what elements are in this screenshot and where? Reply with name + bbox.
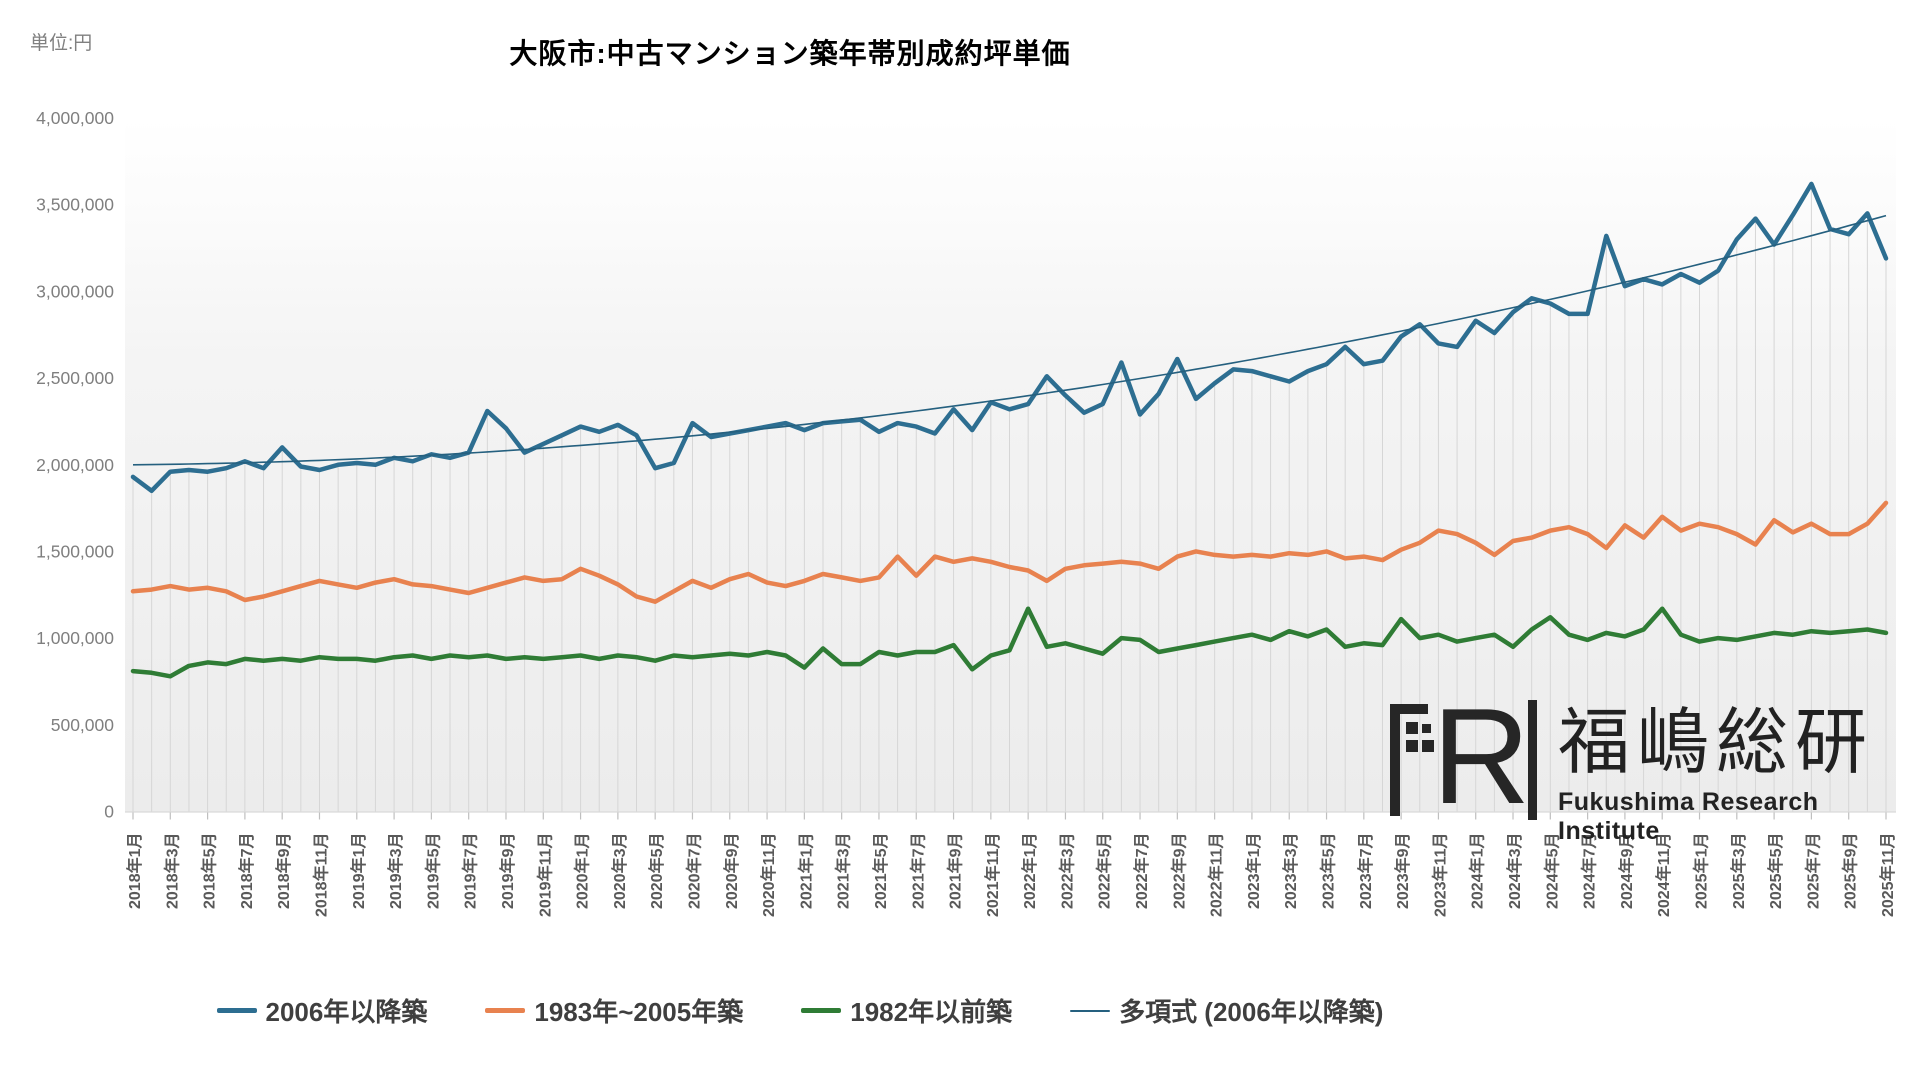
legend: 2006年以降築 1983年~2005年築 1982年以前築 多項式 (2006… (0, 992, 1600, 1029)
legend-item-trend: 多項式 (2006年以降築) (1070, 992, 1383, 1029)
x-axis-tick-label: 2020年9月 (722, 833, 741, 910)
x-axis-tick-label: 2022年11月 (1207, 833, 1226, 918)
x-axis-tick-label: 2024年3月 (1505, 833, 1524, 910)
x-axis-tick-label: 2022年1月 (1020, 833, 1039, 910)
series-line-pre-1982 (130, 606, 1889, 679)
legend-item-1983-2005: 1983年~2005年築 (485, 992, 743, 1029)
legend-line-swatch-trend (1070, 1009, 1111, 1012)
x-axis-tick-label: 2025年9月 (1841, 833, 1860, 910)
x-axis-tick-label: 2021年5月 (871, 833, 890, 910)
x-axis-tick-label: 2018年3月 (162, 833, 181, 910)
x-axis-tick-label: 2019年9月 (498, 833, 517, 910)
x-axis-tick-label: 2024年5月 (1542, 833, 1561, 910)
x-axis-tick-label: 2020年7月 (684, 833, 703, 910)
x-axis-tick-label: 2023年5月 (1319, 833, 1338, 910)
fri-logo-text: 福嶋総研 Fukushima Research Institute (1558, 698, 1920, 846)
x-axis-tick-label: 2018年7月 (237, 833, 256, 910)
x-axis-tick-label: 2019年1月 (349, 833, 368, 910)
x-axis-tick-label: 2019年5月 (423, 833, 442, 910)
x-axis-tick-label: 2019年7月 (461, 833, 480, 910)
fri-logo-name-en: Fukushima Research Institute (1558, 788, 1819, 845)
x-axis-tick-label: 2020年5月 (647, 833, 666, 910)
x-axis-tick-label: 2019年11月 (535, 833, 554, 918)
fri-logo-mark: R (1388, 680, 1540, 832)
y-axis-tick-label: 0 (104, 802, 114, 822)
series-line-1983-2005 (130, 500, 1889, 604)
x-axis-tick-label: 2021年1月 (796, 833, 815, 910)
y-axis-tick-label: 3,500,000 (36, 195, 114, 215)
x-axis-tick-label: 2025年1月 (1692, 833, 1711, 910)
y-axis-tick-label: 500,000 (51, 715, 115, 735)
x-axis-tick-label: 2024年7月 (1580, 833, 1599, 910)
legend-item-2006-later: 2006年以降築 (216, 992, 428, 1029)
x-axis-tick-label: 2022年5月 (1095, 833, 1114, 910)
legend-label: 多項式 (2006年以降築) (1119, 997, 1384, 1027)
y-axis-labels: 0 500,000 1,000,000 1,500,000 2,000,000 2,500… (36, 108, 114, 822)
legend-label: 1982年以前築 (850, 997, 1013, 1027)
drop-lines (132, 185, 1887, 812)
fri-logo-name-jp: 福嶋総研 (1558, 703, 1875, 783)
x-axis-tick-label: 2025年3月 (1729, 833, 1748, 910)
x-axis-tick-label: 2023年11月 (1430, 833, 1449, 918)
y-axis-tick-label: 2,500,000 (36, 368, 114, 388)
x-axis-tick-label: 2018年11月 (311, 833, 330, 918)
y-axis-tick-label: 2,000,000 (36, 455, 114, 475)
fri-logo-f-icon (1390, 704, 1434, 816)
legend-label: 1983年~2005年築 (534, 997, 744, 1027)
x-axis-tick-label: 2020年3月 (610, 833, 629, 910)
y-axis-tick-label: 4,000,000 (36, 108, 114, 128)
x-axis-tick-label: 2020年11月 (759, 833, 778, 918)
x-axis-ticks (132, 812, 1887, 820)
legend-line-swatch-pre-1982 (801, 1008, 842, 1013)
x-axis-tick-label: 2023年7月 (1356, 833, 1375, 910)
legend-line-swatch-1983-2005 (485, 1008, 526, 1013)
fri-logo-letter-r: R (1432, 680, 1531, 832)
series-line-2006-later (130, 181, 1889, 494)
x-axis-tick-label: 2024年1月 (1468, 833, 1487, 910)
x-axis-tick-label: 2019年3月 (386, 833, 405, 910)
legend-item-pre-1982: 1982年以前築 (801, 992, 1012, 1029)
chart-title: 大阪市:中古マンション築年帯別成約坪単価 (509, 38, 1071, 69)
x-axis-tick-label: 2022年7月 (1132, 833, 1151, 910)
x-axis-tick-label: 2018年1月 (125, 833, 144, 910)
x-axis-tick-label: 2025年11月 (1878, 833, 1897, 918)
fri-logo: R 福嶋総研 Fukushima Research Institute (1388, 680, 1920, 846)
legend-label: 2006年以降築 (265, 997, 428, 1027)
x-axis-tick-label: 2024年9月 (1617, 833, 1636, 910)
legend-line-swatch-2006-later (216, 1008, 257, 1013)
x-axis-tick-label: 2024年11月 (1654, 833, 1673, 918)
x-axis-tick-label: 2025年5月 (1766, 833, 1785, 910)
x-axis-tick-label: 2022年3月 (1057, 833, 1076, 910)
x-axis-tick-label: 2023年9月 (1393, 833, 1412, 910)
x-axis-tick-label: 2020年1月 (573, 833, 592, 910)
y-axis-tick-label: 1,500,000 (36, 541, 114, 561)
trend-line-polynomial (132, 214, 1887, 466)
y-axis-tick-label: 1,000,000 (36, 628, 114, 648)
x-axis-tick-label: 2021年7月 (908, 833, 927, 910)
x-axis-tick-label: 2018年9月 (274, 833, 293, 910)
x-axis-tick-label: 2023年3月 (1281, 833, 1300, 910)
x-axis-tick-label: 2021年3月 (834, 833, 853, 910)
unit-label: 単位:円 (30, 33, 93, 54)
plot-area (125, 118, 1896, 812)
y-axis-tick-label: 3,000,000 (36, 281, 114, 301)
fri-logo-i-bar (1528, 700, 1537, 820)
x-axis-tick-label: 2025年7月 (1803, 833, 1822, 910)
x-axis-tick-label: 2018年5月 (200, 833, 219, 910)
x-axis-tick-label: 2023年1月 (1244, 833, 1263, 910)
x-axis-labels: 2018年1月 2018年3月 2018年5月 2018年7月 2018年9月 2018年… (125, 833, 1897, 918)
x-axis-tick-label: 2021年9月 (946, 833, 965, 910)
x-axis-tick-label: 2021年11月 (983, 833, 1002, 918)
x-axis-tick-label: 2022年9月 (1169, 833, 1188, 910)
